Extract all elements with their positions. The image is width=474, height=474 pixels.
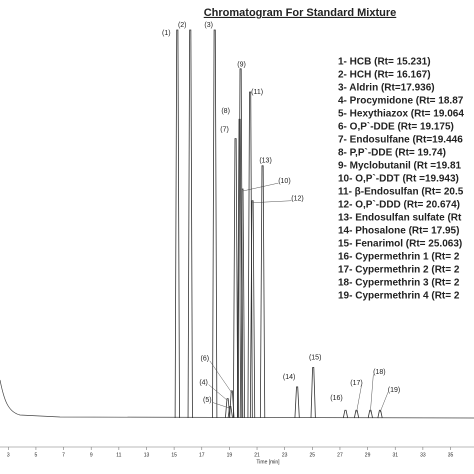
x-tick-label: 5 (35, 452, 38, 458)
peak (174, 29, 180, 419)
legend-entry: 13- Endosulfan sulfate (Rt (338, 213, 462, 224)
peak-label: (8) (221, 108, 230, 115)
legend-entry: 19- Cypermethrin 4 (Rt= 2 (338, 291, 460, 302)
legend-entry: 3- Aldrin (Rt=17.936) (338, 83, 435, 94)
peak (310, 367, 316, 419)
x-tick-label: 27 (337, 452, 343, 458)
x-tick-label: 11 (116, 452, 121, 458)
chart-title: Chromatogram For Standard Mixture (204, 7, 397, 19)
leader-line (208, 384, 228, 401)
legend-entry: 1- HCB (Rt= 15.231) (338, 57, 431, 68)
legend-entry: 12- O,P`-DDD (Rt= 20.674) (338, 200, 460, 211)
peak-label: (6) (201, 356, 210, 363)
legend-entry: 8- P,P`-DDE (Rt= 19.74) (338, 148, 446, 159)
x-tick-label: 29 (365, 452, 371, 458)
x-tick-label: 21 (254, 452, 260, 458)
peak-label: (11) (251, 89, 263, 96)
peak-label: (3) (204, 22, 213, 29)
peak (294, 386, 300, 419)
x-tick-label: 19 (227, 452, 233, 458)
leader-line (212, 402, 231, 409)
legend-entry: 17- Cypermethrin 2 (Rt= 2 (338, 265, 460, 276)
leader-line (252, 200, 292, 203)
legend-entry: 16- Cypermethrin 1 (Rt= 2 (338, 252, 460, 263)
x-tick-label: 33 (420, 452, 426, 458)
peak (212, 29, 218, 419)
legend-entry: 11- β-Endosulfan (Rt= 20.5 (338, 187, 464, 198)
peak-label: (12) (291, 196, 303, 203)
leader-line (379, 392, 389, 413)
peak (259, 165, 266, 419)
peak-label: (5) (203, 397, 212, 404)
legend-entry: 2- HCH (Rt= 16.167) (338, 70, 431, 81)
peak-label: (17) (350, 380, 362, 387)
peak (342, 409, 349, 419)
peak-label: (1) (162, 30, 171, 37)
leader-line (209, 360, 233, 393)
legend-entry: 6- O,P`-DDE (Rt= 19.175) (338, 122, 454, 133)
peak-label: (7) (220, 126, 229, 133)
peak (377, 409, 383, 419)
peak-label: (19) (388, 387, 400, 394)
legend-entry: 10- O,P`-DDT (Rt =19.943) (338, 174, 459, 185)
peak (249, 200, 256, 419)
peak-label: (4) (199, 379, 208, 386)
peak-label: (15) (309, 354, 321, 361)
peak-label: (2) (178, 22, 187, 29)
peak (353, 409, 360, 419)
peak (187, 29, 193, 419)
x-tick-label: 31 (392, 452, 398, 458)
legend-entry: 15- Fenarimol (Rt= 25.063) (338, 239, 462, 250)
peak (239, 188, 246, 419)
peak (225, 398, 231, 419)
leader-line (370, 374, 374, 413)
x-tick-label: 23 (282, 452, 288, 458)
x-tick-label: 25 (310, 452, 316, 458)
legend-entry: 5- Hexythiazox (Rt= 19.064 (338, 109, 464, 120)
leader-line (242, 182, 279, 192)
legend-entry: 18- Cypermethrin 3 (Rt= 2 (338, 278, 460, 289)
x-tick-label: 9 (90, 452, 93, 458)
leader-line (356, 385, 362, 413)
x-tick-label: 7 (62, 452, 65, 458)
legend-entry: 14- Phosalone (Rt= 17.95) (338, 226, 459, 237)
peak-label: (10) (278, 178, 290, 185)
x-tick-label: 15 (171, 452, 177, 458)
peak-label: (9) (237, 62, 246, 69)
baseline-trace (0, 379, 474, 419)
peak-label: (14) (283, 374, 295, 381)
legend-entry: 7- Endosulfane (Rt=19.446 (338, 135, 463, 146)
peak (232, 138, 239, 419)
legend-entry: 4- Procymidone (Rt= 18.87 (338, 96, 464, 107)
peak-label: (16) (330, 395, 342, 402)
x-axis-label: Time [min] (256, 459, 280, 465)
peak-label: (18) (373, 369, 385, 376)
x-tick-label: 35 (448, 452, 454, 458)
x-tick-label: 3 (7, 452, 10, 458)
legend-entry: 9- Myclobutanil (Rt =19.81 (338, 161, 462, 172)
peak (237, 68, 244, 419)
x-tick-label: 13 (144, 452, 150, 458)
peak-label: (13) (259, 158, 271, 165)
x-tick-label: 17 (199, 452, 205, 458)
